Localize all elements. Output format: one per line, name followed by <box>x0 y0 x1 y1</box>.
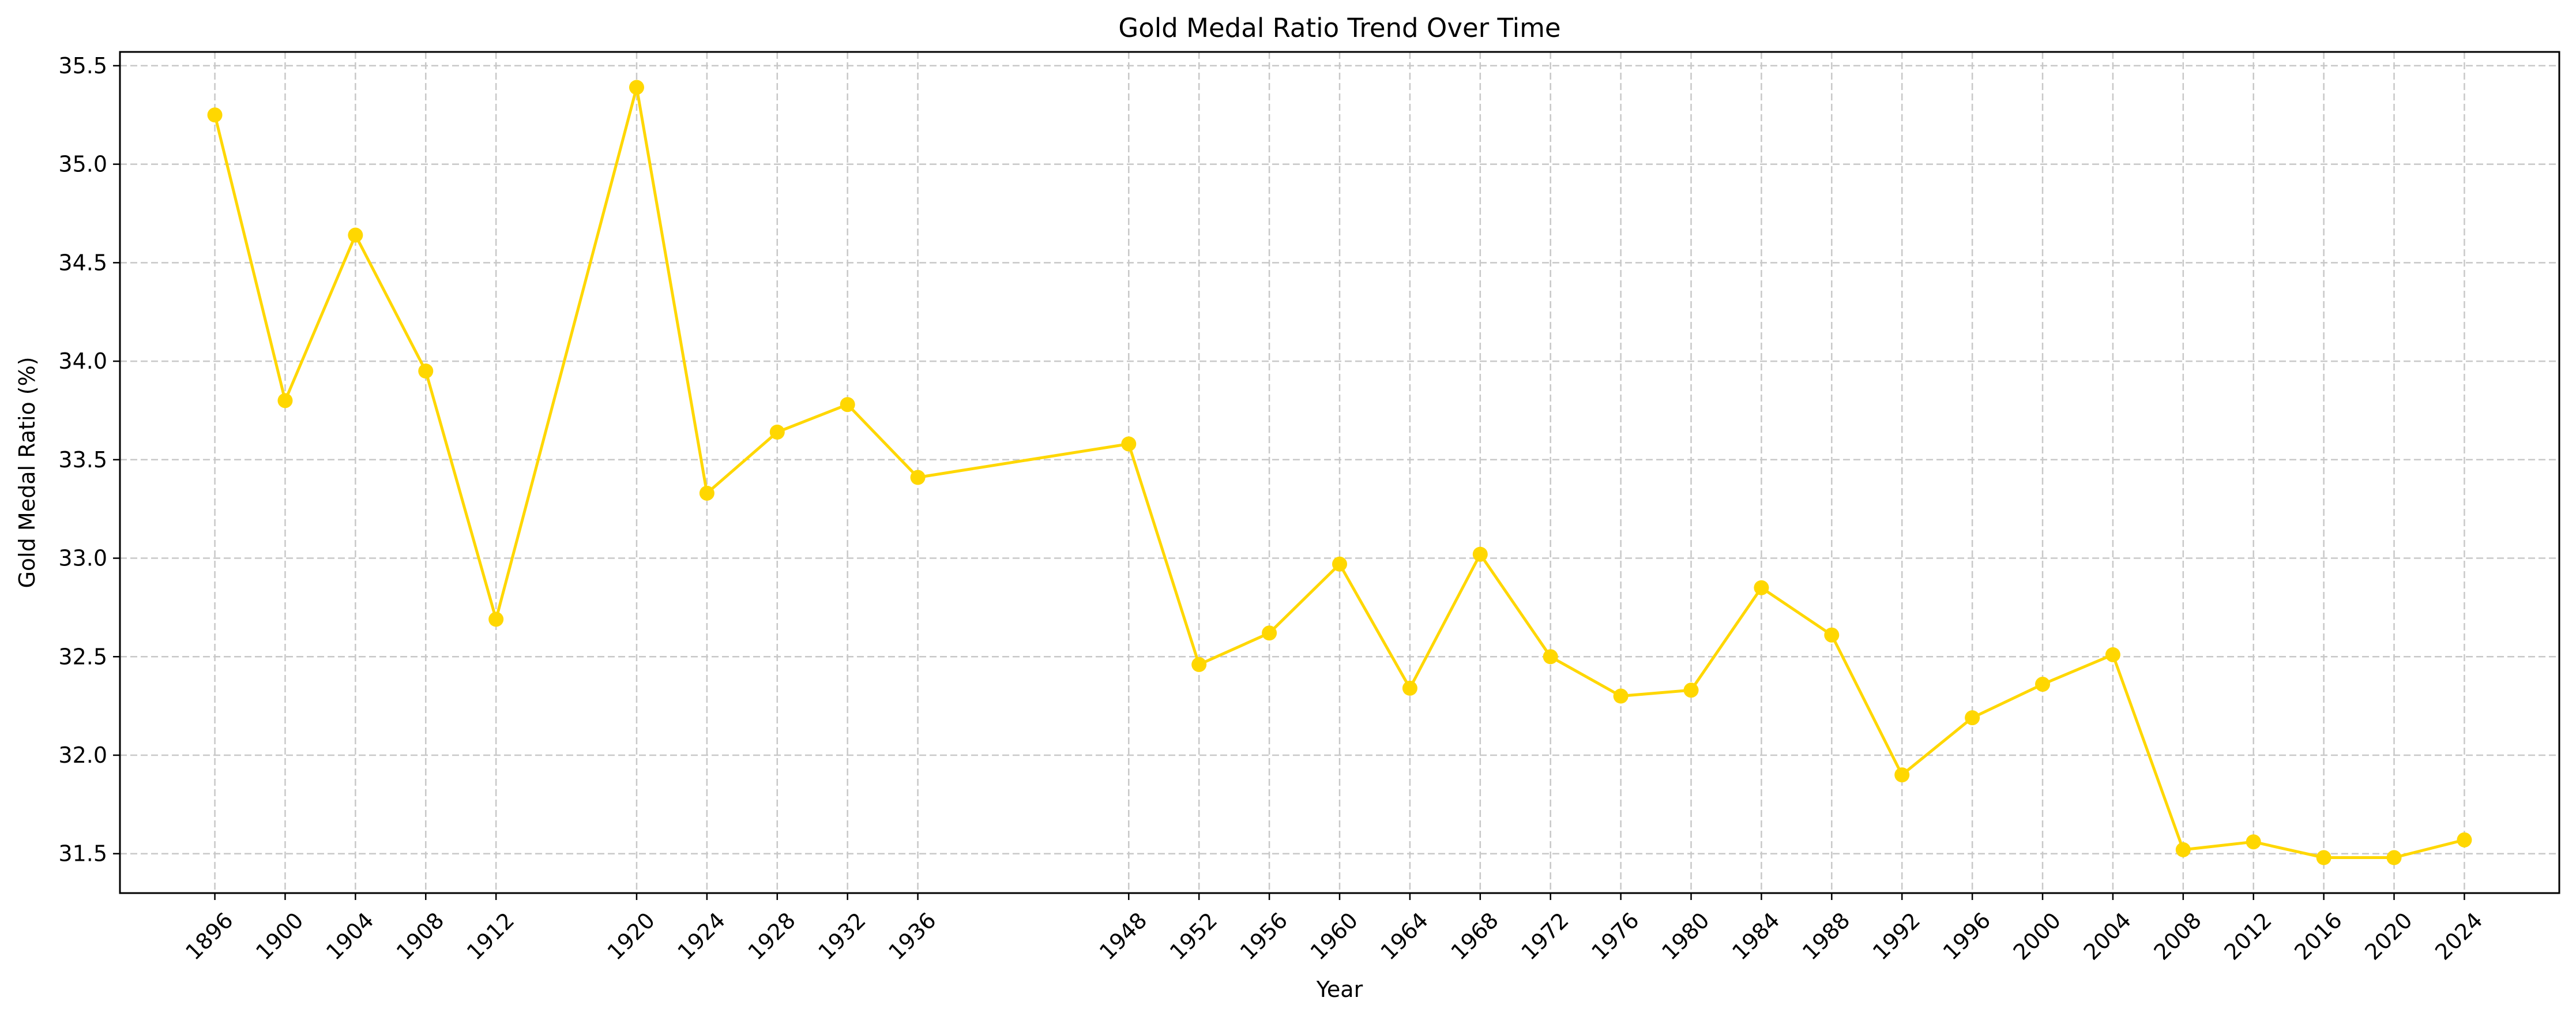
x-tick-label: 1992 <box>1868 907 1926 965</box>
data-point <box>1472 546 1488 562</box>
series-point-layer <box>207 80 2472 865</box>
x-tick-label: 2020 <box>2360 907 2417 965</box>
x-tick-label: 2024 <box>2430 907 2488 965</box>
data-point <box>2316 850 2331 865</box>
x-tick-label: 1972 <box>1516 907 1574 965</box>
data-point <box>348 227 363 243</box>
x-tick-label: 1948 <box>1095 907 1152 965</box>
y-tick-label: 35.0 <box>58 152 107 177</box>
x-tick-label: 2016 <box>2289 907 2347 965</box>
data-point <box>1894 767 1910 783</box>
data-point <box>1543 649 1558 665</box>
data-point <box>1683 682 1699 698</box>
x-tick-label: 1900 <box>251 907 309 965</box>
data-point <box>769 425 785 440</box>
x-tick-label: 2004 <box>2079 907 2137 965</box>
x-tick-label: 1936 <box>883 907 941 965</box>
y-tick-label: 33.0 <box>58 546 107 571</box>
data-point <box>2386 850 2402 865</box>
x-tick-label: 1896 <box>180 907 238 965</box>
data-point <box>2105 647 2120 662</box>
data-point <box>2035 677 2051 692</box>
x-tick-label: 2000 <box>2009 907 2066 965</box>
y-tick-label: 35.5 <box>58 53 107 78</box>
data-point <box>277 393 293 408</box>
x-tick-label: 1904 <box>321 907 379 965</box>
data-point <box>1191 657 1207 672</box>
data-point <box>1754 580 1769 595</box>
series-line-layer <box>213 86 2465 859</box>
y-tick-label: 33.5 <box>58 447 107 472</box>
data-point <box>629 80 644 95</box>
data-point <box>1402 680 1417 696</box>
x-tick-label: 1912 <box>462 907 520 965</box>
data-point <box>207 107 223 123</box>
x-tick-label: 1920 <box>603 907 660 965</box>
x-tick-label: 1984 <box>1727 907 1785 965</box>
data-point <box>840 397 855 412</box>
x-axis-ticks: 1896 1900 1904 1908 1912 1920 1924 1928 1932 1936… <box>180 893 2488 965</box>
series-line <box>213 86 2465 859</box>
y-tick-label: 31.5 <box>58 841 107 867</box>
data-point <box>699 485 714 501</box>
x-tick-label: 1976 <box>1586 907 1644 965</box>
grid-layer <box>120 52 2559 893</box>
x-tick-label: 2012 <box>2219 907 2277 965</box>
data-point <box>1332 556 1347 572</box>
x-tick-label: 1928 <box>743 907 800 965</box>
x-tick-label: 1908 <box>392 907 449 965</box>
data-point <box>418 363 434 379</box>
y-axis-label: Gold Medal Ratio (%) <box>14 357 40 588</box>
y-tick-label: 32.5 <box>58 644 107 669</box>
data-point <box>1613 688 1629 704</box>
data-point <box>1824 627 1840 643</box>
x-axis-label: Year <box>1316 977 1363 1002</box>
data-point <box>1965 710 1980 726</box>
data-point <box>2175 842 2191 857</box>
x-tick-label: 1980 <box>1657 907 1714 965</box>
y-tick-label: 34.0 <box>58 348 107 374</box>
data-point <box>2457 832 2472 847</box>
data-point <box>910 470 926 485</box>
y-tick-label: 32.0 <box>58 742 107 768</box>
data-point <box>2246 834 2261 850</box>
data-point <box>1262 625 1277 641</box>
x-tick-label: 1996 <box>1938 907 1996 965</box>
x-tick-label: 1960 <box>1306 907 1363 965</box>
x-tick-label: 1952 <box>1165 907 1223 965</box>
chart-title: Gold Medal Ratio Trend Over Time <box>1118 13 1560 43</box>
y-axis-ticks: 31.5 32.0 32.5 33.0 33.5 34.0 34.5 35.0 35.5 <box>58 53 120 867</box>
x-tick-label: 2008 <box>2149 907 2206 965</box>
x-tick-label: 1988 <box>1797 907 1855 965</box>
x-tick-label: 1932 <box>813 907 871 965</box>
x-tick-label: 1968 <box>1446 907 1503 965</box>
x-tick-label: 1964 <box>1376 907 1434 965</box>
data-point <box>1121 436 1137 452</box>
y-tick-label: 34.5 <box>58 250 107 275</box>
x-tick-label: 1956 <box>1235 907 1293 965</box>
x-tick-label: 1924 <box>673 907 731 965</box>
data-point <box>488 612 504 627</box>
